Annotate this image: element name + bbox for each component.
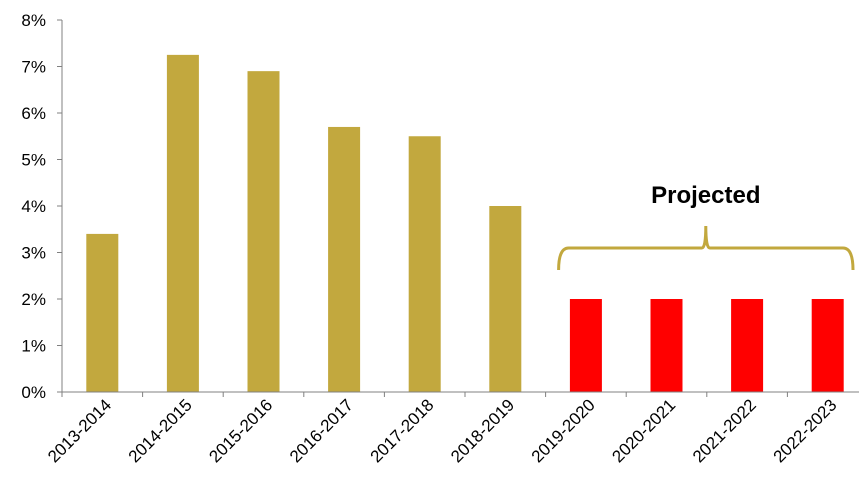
x-tick-label: 2022-2023 bbox=[770, 395, 841, 466]
projected-bracket bbox=[557, 225, 855, 271]
y-axis-tick-labels: 0% 1% 2% 3% 4% 5% 6% 7% 8% bbox=[21, 11, 46, 402]
y-tick-label: 3% bbox=[21, 244, 46, 263]
x-tick-label: 2013-2014 bbox=[44, 395, 115, 466]
axes bbox=[57, 19, 859, 397]
projected-bar bbox=[569, 299, 602, 392]
projected-label: Projected bbox=[651, 182, 760, 209]
bar bbox=[328, 126, 361, 392]
y-tick-label: 7% bbox=[21, 58, 46, 77]
y-tick-label: 4% bbox=[21, 197, 46, 216]
y-tick-label: 1% bbox=[21, 337, 46, 356]
y-tick-label: 8% bbox=[21, 11, 46, 30]
x-axis-tick-labels: 2013-2014 2014-2015 2015-2016 2016-2017 2017… bbox=[44, 395, 840, 466]
bars bbox=[86, 54, 844, 393]
projected-annotation: Projected bbox=[557, 182, 855, 271]
bar bbox=[247, 71, 280, 393]
x-tick-label: 2014-2015 bbox=[125, 395, 196, 466]
y-tick-label: 6% bbox=[21, 104, 46, 123]
bar bbox=[86, 233, 119, 392]
projected-bar bbox=[731, 299, 764, 392]
bar bbox=[408, 136, 441, 392]
x-tick-label: 2016-2017 bbox=[286, 395, 357, 466]
bar bbox=[489, 206, 522, 392]
y-tick-label: 0% bbox=[21, 383, 46, 402]
x-tick-label: 2017-2018 bbox=[367, 395, 438, 466]
y-tick-label: 5% bbox=[21, 151, 46, 170]
bar bbox=[166, 54, 199, 392]
projected-bar bbox=[650, 299, 683, 392]
x-tick-label: 2019-2020 bbox=[528, 395, 599, 466]
x-tick-label: 2015-2016 bbox=[205, 395, 276, 466]
x-tick-label: 2020-2021 bbox=[608, 395, 679, 466]
projected-bar bbox=[811, 299, 844, 392]
x-tick-label: 2021-2022 bbox=[689, 395, 760, 466]
y-tick-label: 2% bbox=[21, 290, 46, 309]
x-tick-label: 2018-2019 bbox=[447, 395, 518, 466]
